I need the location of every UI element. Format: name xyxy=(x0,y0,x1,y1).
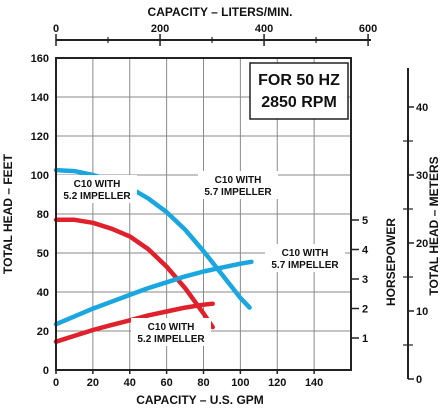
label-5-7-head-line2: 5.7 IMPELLER xyxy=(204,187,272,198)
bottom-tick-label: 20 xyxy=(87,377,99,389)
left-axis-label: TOTAL HEAD – FEET xyxy=(1,153,15,274)
horsepower-tick-label: 1 xyxy=(362,333,368,345)
meters-tick-label: 20 xyxy=(416,238,428,250)
red-head-curve xyxy=(53,217,215,330)
label-5-2-head-line1: C10 WITH xyxy=(74,179,121,190)
label-5-2-hp-line1: C10 WITH xyxy=(148,322,195,333)
left-tick-label: 120 xyxy=(31,131,49,143)
top-tick-label: 200 xyxy=(151,23,169,35)
top-tick-label: 400 xyxy=(255,23,273,35)
meters-axis-ticks: 0 10 20 30 40 xyxy=(403,102,428,386)
blue-horsepower-curve xyxy=(53,259,254,327)
label-5-2-head-line2: 5.2 IMPELLER xyxy=(63,191,131,202)
red-horsepower-curve xyxy=(53,301,215,344)
blue-head-curve xyxy=(53,167,252,310)
label-5-7-hp-line2: 5.7 IMPELLER xyxy=(271,260,339,271)
left-tick-label: 100 xyxy=(31,170,49,182)
bottom-axis-label: CAPACITY – U.S. GPM xyxy=(136,393,264,407)
label-5-7-head-bg xyxy=(198,171,278,199)
left-tick-label: 160 xyxy=(31,53,49,65)
horsepower-tick-label: 4 xyxy=(362,245,369,257)
label-5-2-hp-bg xyxy=(131,318,211,346)
bottom-tick-label: 140 xyxy=(305,377,323,389)
meters-axis-label: TOTAL HEAD – METERS xyxy=(427,156,441,295)
top-axis-label: CAPACITY – LITERS/MIN. xyxy=(148,5,293,19)
top-tick-label: 600 xyxy=(359,23,377,35)
bottom-tick-label: 120 xyxy=(268,377,286,389)
meters-tick-label: 30 xyxy=(416,170,428,182)
label-5-7-head-line1: C10 WITH xyxy=(215,175,262,186)
left-tick-label: 50 xyxy=(37,248,49,260)
bottom-tick-label: 60 xyxy=(161,377,173,389)
label-5-2-hp-line2: 5.2 IMPELLER xyxy=(137,334,205,345)
meters-tick-label: 0 xyxy=(416,374,422,386)
horsepower-tick-label: 5 xyxy=(362,215,368,227)
left-tick-label: 20 xyxy=(37,326,49,338)
performance-curves xyxy=(53,167,254,344)
bottom-tick-label: 40 xyxy=(124,377,136,389)
horsepower-axis-label: HORSEPOWER xyxy=(384,218,398,306)
left-tick-label: 40 xyxy=(37,287,49,299)
horsepower-tick-label: 2 xyxy=(362,304,368,316)
label-5-7-hp-bg xyxy=(265,244,345,272)
horsepower-tick-label: 3 xyxy=(362,274,368,286)
left-tick-label: 140 xyxy=(31,92,49,104)
label-5-7-hp-line1: C10 WITH xyxy=(282,248,329,259)
horsepower-axis-ticks: 1 2 3 4 5 xyxy=(351,215,369,345)
left-tick-label: 80 xyxy=(37,209,49,221)
meters-tick-label: 40 xyxy=(416,102,428,114)
label-5-2-head-bg xyxy=(57,175,137,203)
bottom-tick-label: 100 xyxy=(231,377,249,389)
left-axis-ticks: 0 20 40 50 80 100 120 140 160 xyxy=(31,53,49,377)
meters-tick-label: 10 xyxy=(416,306,428,318)
info-box xyxy=(249,62,349,120)
bottom-axis-ticks: 0 20 40 60 80 100 120 140 xyxy=(53,370,323,389)
top-axis-ticks: 0 200 400 600 xyxy=(53,23,377,46)
left-tick-label: 0 xyxy=(43,365,49,377)
top-tick-label: 0 xyxy=(53,23,59,35)
bottom-tick-label: 80 xyxy=(197,377,209,389)
bottom-tick-label: 0 xyxy=(53,377,59,389)
info-box-rpm: 2850 RPM xyxy=(261,94,337,111)
info-box-frequency: FOR 50 HZ xyxy=(258,72,340,89)
